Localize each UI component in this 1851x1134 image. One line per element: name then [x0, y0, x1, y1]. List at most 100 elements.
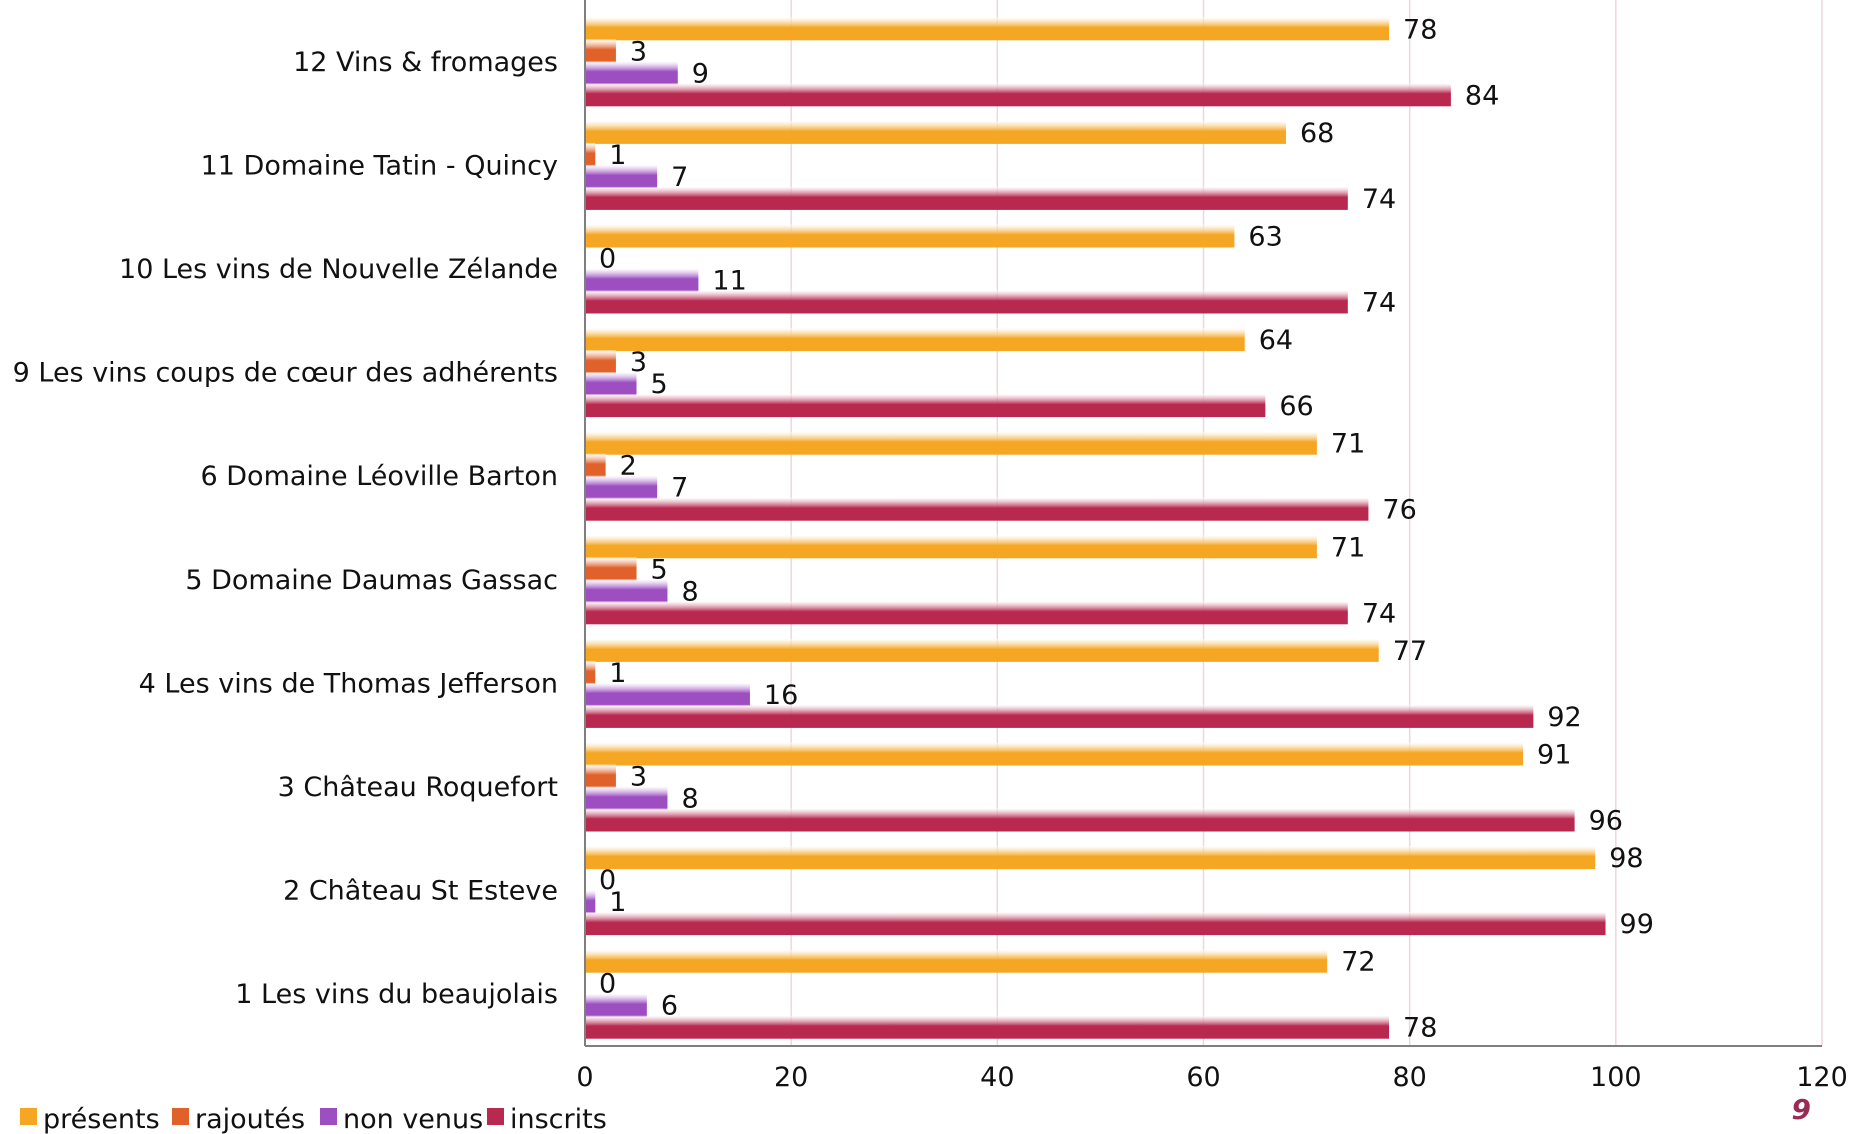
bar: [585, 454, 606, 477]
data-label: 1: [609, 658, 626, 689]
data-label: 0: [599, 244, 616, 275]
data-label: 64: [1259, 325, 1293, 356]
bar: [585, 787, 667, 810]
x-tick-label: 80: [1392, 1062, 1426, 1093]
data-label: 92: [1547, 702, 1581, 733]
category-label: 1 Les vins du beaujolais: [235, 979, 558, 1010]
data-label: 8: [681, 576, 698, 607]
category-labels: 1 Les vins du beaujolais 2 Château St Est…: [13, 47, 558, 1010]
data-label: 8: [681, 784, 698, 815]
bar: [585, 39, 616, 62]
legend-label: non venus: [343, 1104, 483, 1134]
category-label: 10 Les vins de Nouvelle Zélande: [119, 254, 558, 285]
x-tick-label: 60: [1186, 1062, 1220, 1093]
bar: [585, 743, 1523, 766]
x-tick-label: 20: [774, 1062, 808, 1093]
bar: [585, 535, 1317, 558]
category-label: 11 Domaine Tatin - Quincy: [201, 150, 558, 181]
bar: [585, 328, 1245, 351]
legend-swatch: [487, 1108, 504, 1125]
data-label: 66: [1279, 391, 1313, 422]
data-label: 91: [1537, 740, 1571, 771]
bar: [585, 143, 595, 166]
category-label: 3 Château Roquefort: [278, 772, 558, 803]
data-label: 11: [712, 266, 746, 297]
bar: [585, 950, 1327, 973]
x-tick-labels: 0 20 40 60 80 100 120: [576, 1062, 1847, 1093]
bar: [585, 912, 1606, 935]
legend-swatch: [20, 1108, 37, 1125]
legend-label: inscrits: [510, 1104, 607, 1134]
bar: [585, 1016, 1389, 1039]
legend-label: présents: [43, 1104, 160, 1134]
data-label: 6: [661, 991, 678, 1022]
bar: [585, 394, 1265, 417]
bar: [585, 765, 616, 788]
bar: [585, 639, 1379, 662]
bar: [585, 432, 1317, 455]
data-label: 98: [1609, 843, 1643, 874]
data-label: 96: [1589, 806, 1623, 837]
data-label: 74: [1362, 288, 1396, 319]
data-label: 7: [671, 473, 688, 504]
data-label: 5: [651, 369, 668, 400]
data-label: 78: [1403, 14, 1437, 45]
data-label: 71: [1331, 532, 1365, 563]
data-label: 9: [692, 58, 709, 89]
legend: présents rajoutés non venus inscrits: [20, 1104, 607, 1134]
bar: [585, 705, 1533, 728]
x-tick-label: 120: [1796, 1062, 1848, 1093]
data-label: 2: [620, 451, 637, 482]
x-tick-label: 0: [576, 1062, 593, 1093]
bar: [585, 291, 1348, 314]
bar: [585, 350, 616, 373]
bar: [585, 890, 595, 913]
bar: [585, 225, 1234, 248]
data-label: 0: [599, 969, 616, 1000]
bar: [585, 498, 1368, 521]
data-label: 1: [609, 140, 626, 171]
data-label: 77: [1393, 636, 1427, 667]
category-label: 4 Les vins de Thomas Jefferson: [139, 668, 558, 699]
data-label: 78: [1403, 1013, 1437, 1044]
bar: [585, 83, 1451, 106]
data-label: 16: [764, 680, 798, 711]
bar: [585, 557, 637, 580]
x-tick-label: 40: [980, 1062, 1014, 1093]
data-label: 84: [1465, 80, 1499, 111]
category-label: 12 Vins & fromages: [293, 47, 558, 78]
bar: [585, 121, 1286, 144]
data-label: 99: [1620, 909, 1654, 940]
data-label: 74: [1362, 598, 1396, 629]
data-label: 68: [1300, 118, 1334, 149]
bar: [585, 661, 595, 684]
category-label: 5 Domaine Daumas Gassac: [185, 565, 558, 596]
bar: [585, 846, 1595, 869]
bar: [585, 809, 1575, 832]
data-label: 3: [630, 762, 647, 793]
data-label: 72: [1341, 947, 1375, 978]
page-number: 9: [1792, 1093, 1811, 1126]
category-label: 2 Château St Esteve: [283, 876, 558, 907]
data-label: 1: [609, 887, 626, 918]
data-label: 71: [1331, 429, 1365, 460]
data-label: 5: [651, 554, 668, 585]
legend-swatch: [172, 1108, 189, 1125]
data-label: 63: [1248, 222, 1282, 253]
category-label: 9 Les vins coups de cœur des adhérents: [13, 358, 558, 389]
data-label: 3: [630, 36, 647, 67]
bar: [585, 17, 1389, 40]
bar: [585, 372, 637, 395]
bars: [585, 17, 1606, 1038]
data-label: 7: [671, 162, 688, 193]
x-tick-label: 100: [1590, 1062, 1642, 1093]
value-labels: 7206789801999138967711692715874712776643…: [599, 14, 1654, 1043]
legend-label: rajoutés: [195, 1104, 305, 1134]
category-label: 6 Domaine Léoville Barton: [201, 461, 559, 492]
grid-lines: [791, 0, 1822, 1046]
data-label: 76: [1382, 495, 1416, 526]
bar: [585, 601, 1348, 624]
bar: [585, 187, 1348, 210]
legend-swatch: [320, 1108, 337, 1125]
